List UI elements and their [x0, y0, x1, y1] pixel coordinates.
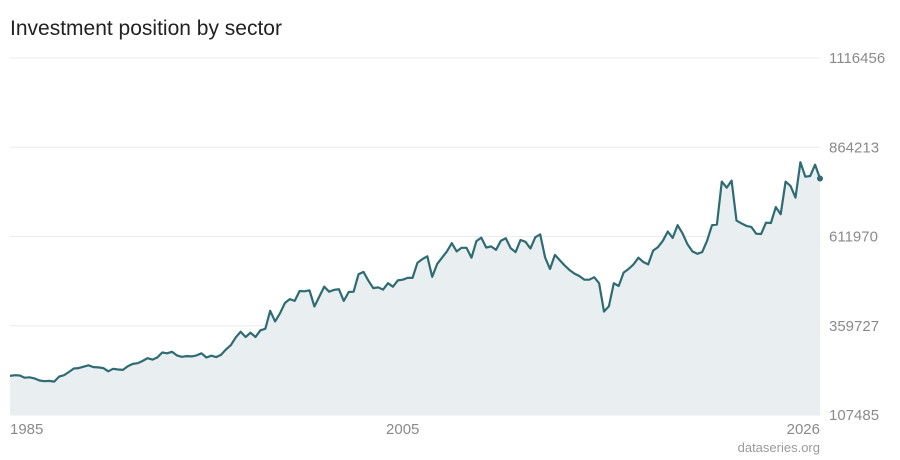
x-axis-ticks: 1985 2005 2026 — [10, 421, 820, 438]
y-tick-label: 107485 — [829, 407, 879, 424]
x-tick-label: 2026 — [787, 421, 820, 438]
series-line — [9, 161, 822, 383]
chart-title: Investment position by sector — [10, 17, 282, 40]
y-tick-label: 864213 — [829, 139, 879, 156]
y-tick-label: 1116456 — [829, 50, 885, 67]
y-axis-ticks: 107485 359727 611970 864213 1116456 — [829, 50, 885, 424]
series-end-point — [817, 175, 823, 182]
series-area — [10, 162, 820, 415]
y-tick-label: 611970 — [829, 229, 878, 246]
x-tick-label: 2005 — [386, 421, 419, 438]
y-tick-label: 359727 — [829, 318, 879, 335]
x-tick-label: 1985 — [10, 421, 43, 438]
source-credit: dataseries.org — [738, 440, 820, 455]
